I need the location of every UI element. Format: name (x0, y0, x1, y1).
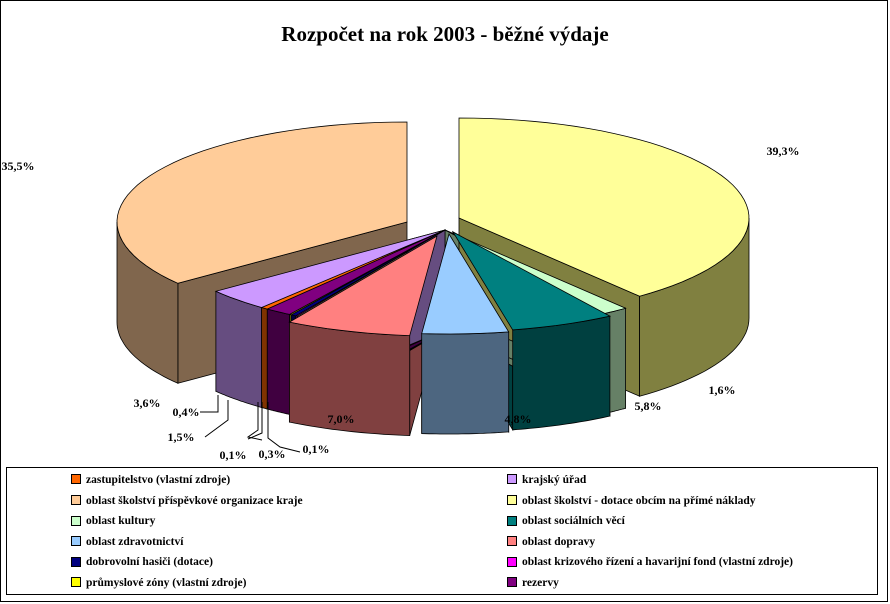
slice-oblast-11 (116, 121, 408, 284)
slice-oblast-2 (451, 230, 612, 331)
percent-label: 0,4% (173, 405, 200, 419)
percent-label: 3,6% (134, 396, 161, 410)
legend-swatch (507, 494, 517, 505)
legend-item: dobrovolní hasiči (dotace) (71, 554, 213, 570)
legend-label: oblast dopravy (522, 535, 596, 548)
slice-oblast-4 (288, 235, 438, 337)
legend-swatch (71, 556, 81, 567)
percent-label: 1,5% (168, 430, 195, 444)
legend-swatch (507, 474, 517, 485)
legend-swatch (71, 577, 81, 588)
legend-swatch (71, 515, 81, 526)
legend-label: rezervy (522, 577, 559, 589)
percent-label: 5,8% (635, 399, 662, 413)
percent-label: 1,6% (709, 383, 736, 397)
leader-line (247, 402, 263, 440)
leader-line (267, 402, 301, 453)
legend-item: průmyslové zóny (vlastní zdroje) (71, 575, 246, 591)
legend-item: oblast krizového řízení a havarijní fond… (507, 554, 793, 570)
legend-item: oblast školství - dotace obcím na přímé … (507, 493, 756, 509)
legend-label: průmyslové zóny (vlastní zdroje) (86, 577, 247, 589)
legend-label: oblast kultury (86, 515, 156, 528)
legend-swatch (507, 536, 517, 547)
slice-krajský-10 (214, 229, 446, 308)
leader-line (200, 395, 219, 413)
percent-label: 0,3% (259, 447, 286, 461)
legend-label: krajský úřad (522, 474, 587, 486)
percent-label: 0,1% (220, 448, 247, 462)
legend-swatch (71, 474, 81, 485)
chart-legend: zastupitelstvo (vlastní zdroje) krajský ú… (6, 467, 878, 595)
slice-oblast-0 (458, 117, 750, 297)
legend-label: dobrovolní hasiči (dotace) (86, 556, 213, 569)
legend-label: oblast krizového řízení a havarijní fond… (522, 556, 793, 569)
legend-swatch (71, 536, 81, 547)
legend-item: oblast dopravy (507, 534, 595, 550)
slice-rezervy-8 (266, 229, 446, 315)
legend-label: oblast sociálních věcí (522, 515, 625, 528)
legend-item: rezervy (507, 575, 559, 591)
legend-label: oblast školství - dotace obcím na přímé … (522, 494, 756, 507)
legend-swatch (507, 515, 517, 526)
slice-side (421, 331, 510, 435)
percent-label: 0,1% (303, 442, 330, 456)
slice-side (266, 308, 290, 415)
legend-swatch (507, 577, 517, 588)
legend-item: oblast kultury (71, 513, 155, 529)
slice-side (261, 307, 268, 410)
legend-item: oblast zdravotnictví (71, 534, 183, 550)
legend-label: zastupitelstvo (vlastní zdroje) (86, 474, 231, 486)
legend-item: krajský úřad (507, 472, 586, 488)
percent-label: 35,5% (2, 159, 35, 173)
legend-swatch (507, 556, 517, 567)
legend-label: oblast zdravotnictví (86, 535, 184, 548)
leader-line (246, 402, 263, 441)
legend-label: oblast školství příspěvkové organizace k… (86, 494, 303, 507)
slice-oblast-3 (421, 233, 510, 335)
percent-label: 7,0% (328, 412, 355, 426)
legend-item: oblast školství příspěvkové organizace k… (71, 493, 303, 509)
legend-swatch (71, 494, 81, 505)
percent-label: 39,3% (767, 144, 800, 158)
legend-item: oblast sociálních věcí (507, 513, 625, 529)
leader-line (204, 400, 229, 438)
chart-title: Rozpočet na rok 2003 - běžné výdaje (281, 22, 609, 46)
legend-item: zastupitelstvo (vlastní zdroje) (71, 472, 230, 488)
percent-label: 4,8% (505, 412, 532, 426)
slice-side (215, 290, 262, 409)
